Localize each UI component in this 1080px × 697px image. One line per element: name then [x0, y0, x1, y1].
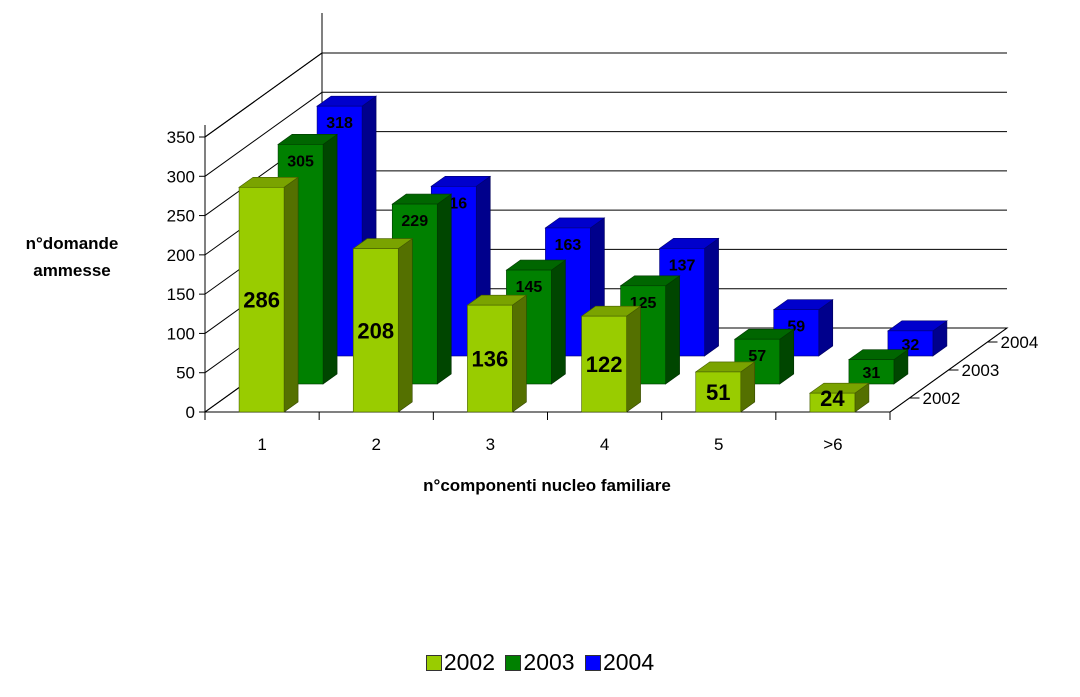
bar-2003-5: 57 [733, 328, 795, 385]
bar-value-label: 318 [326, 115, 353, 132]
bar-value-label: 137 [669, 257, 696, 274]
x-tick-label: 1 [257, 435, 266, 454]
bars: 3259137163216318315712514522930524511221… [238, 95, 948, 413]
bar-2002-5: 51 [694, 361, 756, 413]
bar-value-label: 24 [820, 386, 845, 411]
legend-item-2004: 2004 [584, 649, 655, 676]
gridline-top-diag [204, 52, 323, 138]
gridline [204, 91, 1007, 177]
legend-item-2002: 2002 [425, 649, 496, 676]
bar-side [283, 176, 299, 413]
y-axis-title-line2: ammesse [33, 261, 111, 280]
bar-side [436, 193, 452, 385]
bar-value-label: 145 [516, 279, 543, 296]
y-tick-label: 350 [167, 128, 195, 147]
depth-tick-label: 2002 [923, 389, 961, 408]
y-axis-ticks: 0 50 100 150 200 250 300 350 [167, 128, 205, 422]
bar-2003->6: 31 [847, 349, 909, 385]
y-tick-label: 150 [167, 285, 195, 304]
y-tick-label: 100 [167, 324, 195, 343]
bar-front [809, 392, 856, 413]
bar-2002-2: 208 [352, 237, 414, 413]
bar-value-label: 136 [472, 347, 509, 372]
bar-side [551, 259, 566, 385]
x-tick-label: 5 [714, 435, 723, 454]
bar-2004-4: 137 [658, 237, 720, 357]
bar-front [352, 248, 399, 413]
bar-2002-4: 122 [580, 305, 642, 413]
y-tick-label: 50 [176, 364, 195, 383]
bar-front [238, 186, 285, 413]
y-tick-label: 250 [167, 207, 195, 226]
bar-value-label: 163 [555, 237, 582, 254]
bar-side [704, 237, 719, 357]
legend-item-2003: 2003 [505, 649, 575, 676]
bar-value-label: 286 [243, 288, 280, 313]
bar-2002-3: 136 [466, 294, 528, 413]
y-tick-label: 0 [186, 403, 195, 422]
bar-value-label: 229 [401, 213, 428, 230]
bar-side [322, 133, 338, 385]
bar-value-label: 122 [586, 352, 623, 377]
x-tick-label: >6 [823, 435, 842, 454]
bar-front [467, 304, 513, 413]
bar-front [848, 359, 895, 385]
bar-front [695, 371, 742, 413]
legend-label-2002: 2002 [443, 649, 496, 675]
legend-label-2004: 2004 [602, 649, 655, 675]
y-tick-label: 200 [167, 246, 195, 265]
depth-tick-label: 2004 [1001, 333, 1039, 352]
bar-2002->6: 24 [808, 382, 870, 413]
legend-swatch-2004 [584, 655, 601, 671]
bar-2002-1: 286 [238, 176, 300, 413]
bar-side [665, 275, 680, 385]
bar-value-label: 57 [748, 348, 766, 365]
x-axis-ticks: 1 2 3 4 5 >6 [204, 411, 891, 454]
x-tick-label: 3 [486, 435, 495, 454]
legend-swatch-2003 [505, 655, 522, 671]
bar-value-label: 305 [287, 153, 314, 170]
x-tick-label: 2 [372, 435, 381, 454]
legend-swatch-2002 [425, 655, 442, 671]
depth-tick-label: 2003 [962, 361, 1000, 380]
bar-value-label: 208 [357, 318, 394, 343]
bar-side [512, 294, 527, 413]
x-tick-label: 4 [600, 435, 609, 454]
legend: 2002 2003 2004 [0, 649, 1080, 676]
x-axis-title: n°componenti nucleo familiare [423, 476, 671, 495]
y-axis-title-line1: n°domande [26, 234, 119, 253]
legend-label-2003: 2003 [523, 649, 575, 675]
bar-value-label: 51 [706, 380, 730, 405]
y-tick-label: 300 [167, 167, 195, 186]
bar-side [397, 237, 413, 413]
bar-side [626, 305, 641, 413]
bar-value-label: 31 [863, 365, 881, 382]
bar-front [581, 315, 627, 413]
